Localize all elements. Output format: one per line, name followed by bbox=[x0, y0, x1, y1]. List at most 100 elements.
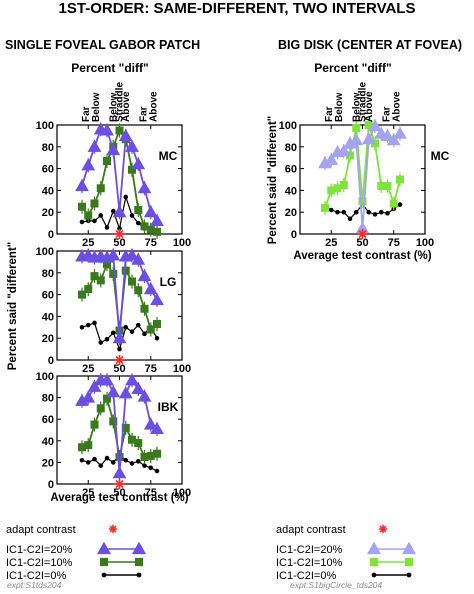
data-point bbox=[131, 157, 146, 170]
data-point bbox=[110, 330, 116, 336]
observer-label: MC bbox=[159, 149, 178, 163]
data-point bbox=[118, 128, 133, 141]
series-20 bbox=[75, 248, 164, 346]
data-point bbox=[123, 457, 129, 463]
data-point bbox=[115, 126, 124, 135]
legend-marker bbox=[96, 541, 112, 555]
data-point bbox=[153, 227, 161, 236]
data-point bbox=[137, 181, 152, 194]
legends: adapt contrastIC1-C2I=20%IC1-C2I=10%IC1-… bbox=[6, 524, 417, 582]
x-tick-label: 50 bbox=[113, 237, 125, 249]
data-point bbox=[336, 144, 351, 157]
data-point bbox=[118, 386, 133, 399]
legend-series-label: IC1-C2I=20% bbox=[276, 544, 343, 556]
data-point bbox=[92, 456, 97, 462]
data-point bbox=[104, 455, 110, 461]
y-tick-label: 40 bbox=[42, 185, 54, 197]
x-tick-label: 75 bbox=[388, 237, 400, 249]
data-point bbox=[75, 179, 89, 192]
data-point bbox=[361, 132, 376, 145]
data-point bbox=[134, 286, 143, 295]
series-20 bbox=[318, 119, 407, 236]
data-point bbox=[142, 331, 147, 337]
data-point bbox=[131, 381, 146, 395]
data-point bbox=[328, 207, 334, 213]
y-tick-label: 20 bbox=[42, 207, 54, 219]
figure-title: 1ST-ORDER: SAME-DIFFERENT, TWO INTERVALS bbox=[59, 0, 416, 17]
x-tick-label: 100 bbox=[173, 237, 191, 249]
y-tick-label: 100 bbox=[36, 120, 54, 132]
y-tick-label: 100 bbox=[36, 371, 54, 383]
x-axis-label: Average test contrast (%) bbox=[50, 492, 188, 504]
data-point bbox=[352, 124, 361, 133]
adapt-contrast-marker bbox=[114, 479, 125, 489]
data-point bbox=[339, 180, 348, 189]
y-tick-label: 40 bbox=[285, 185, 297, 197]
footer-right: expt:S1bigCircle_tds204 bbox=[290, 580, 382, 590]
data-point bbox=[115, 453, 124, 461]
data-point bbox=[96, 276, 105, 285]
y-tick-label: 60 bbox=[42, 414, 54, 426]
data-point bbox=[142, 463, 147, 468]
x-tick-label: 25 bbox=[82, 237, 94, 249]
y-tick-label: 20 bbox=[42, 333, 54, 345]
right-column-title: BIG DISK (CENTER AT FOVEA) bbox=[278, 38, 462, 52]
data-point bbox=[397, 202, 403, 207]
data-point bbox=[393, 126, 407, 139]
y-tick-label: 0 bbox=[48, 355, 54, 367]
y-tick-label: 80 bbox=[42, 393, 54, 405]
legend-series-label: IC1-C2I=10% bbox=[276, 557, 343, 569]
x-tick-label: 25 bbox=[325, 237, 337, 249]
category-label: Straddle bbox=[115, 82, 126, 122]
data-point bbox=[372, 212, 378, 217]
y-tick-label: 0 bbox=[48, 479, 54, 491]
data-point bbox=[378, 209, 384, 215]
data-point bbox=[148, 465, 154, 471]
legend-series-label: IC1-C2I=0% bbox=[276, 570, 336, 582]
series-10 bbox=[78, 391, 161, 464]
y-tick-label: 20 bbox=[42, 457, 54, 469]
data-point bbox=[134, 206, 143, 215]
series-20 bbox=[75, 373, 164, 481]
x-tick-label: 50 bbox=[113, 363, 125, 375]
data-point bbox=[90, 199, 99, 208]
data-point bbox=[143, 205, 158, 218]
category-label-text: Below bbox=[351, 92, 362, 122]
data-point bbox=[112, 205, 127, 218]
series-0 bbox=[79, 320, 160, 352]
category-label-text: Above bbox=[148, 91, 159, 122]
legend-left: adapt contrast IC1-C2I=20%IC1-C2I=10%IC1-… bbox=[6, 524, 147, 582]
x-tick-label: 50 bbox=[356, 237, 368, 249]
data-point bbox=[110, 208, 116, 214]
legend-marker bbox=[401, 541, 417, 555]
category-label-text: Above bbox=[121, 91, 132, 122]
data-point bbox=[79, 325, 85, 330]
category-label-text: Far bbox=[324, 106, 335, 122]
data-point bbox=[146, 325, 155, 334]
x-tick-label: 75 bbox=[145, 487, 157, 499]
data-point bbox=[85, 460, 91, 465]
legend-marker bbox=[369, 557, 379, 567]
data-point bbox=[368, 119, 382, 132]
left-column-title: SINGLE FOVEAL GABOR PATCH bbox=[5, 38, 200, 52]
data-point bbox=[131, 252, 146, 265]
legend-right: adapt contrast IC1-C2I=20%IC1-C2I=10%IC1-… bbox=[276, 524, 417, 582]
data-point bbox=[81, 390, 96, 403]
legend-marker bbox=[99, 557, 109, 567]
data-point bbox=[353, 209, 359, 215]
data-point bbox=[137, 269, 152, 282]
chart-panel-left-top: 0 20 40 60 80 100 25 50 75 100 MC bbox=[36, 120, 192, 249]
y-tick-label: 40 bbox=[42, 436, 54, 448]
legend-marker bbox=[131, 541, 147, 555]
data-point bbox=[153, 449, 161, 458]
category-label: Below bbox=[351, 92, 362, 122]
data-point bbox=[87, 139, 102, 152]
observer-label: LG bbox=[160, 275, 177, 289]
data-point bbox=[129, 461, 135, 466]
category-label: Above bbox=[121, 91, 132, 122]
data-point bbox=[327, 186, 336, 195]
legend-marker bbox=[404, 557, 414, 567]
legend-adapt-marker bbox=[378, 524, 388, 534]
data-point bbox=[129, 329, 135, 334]
